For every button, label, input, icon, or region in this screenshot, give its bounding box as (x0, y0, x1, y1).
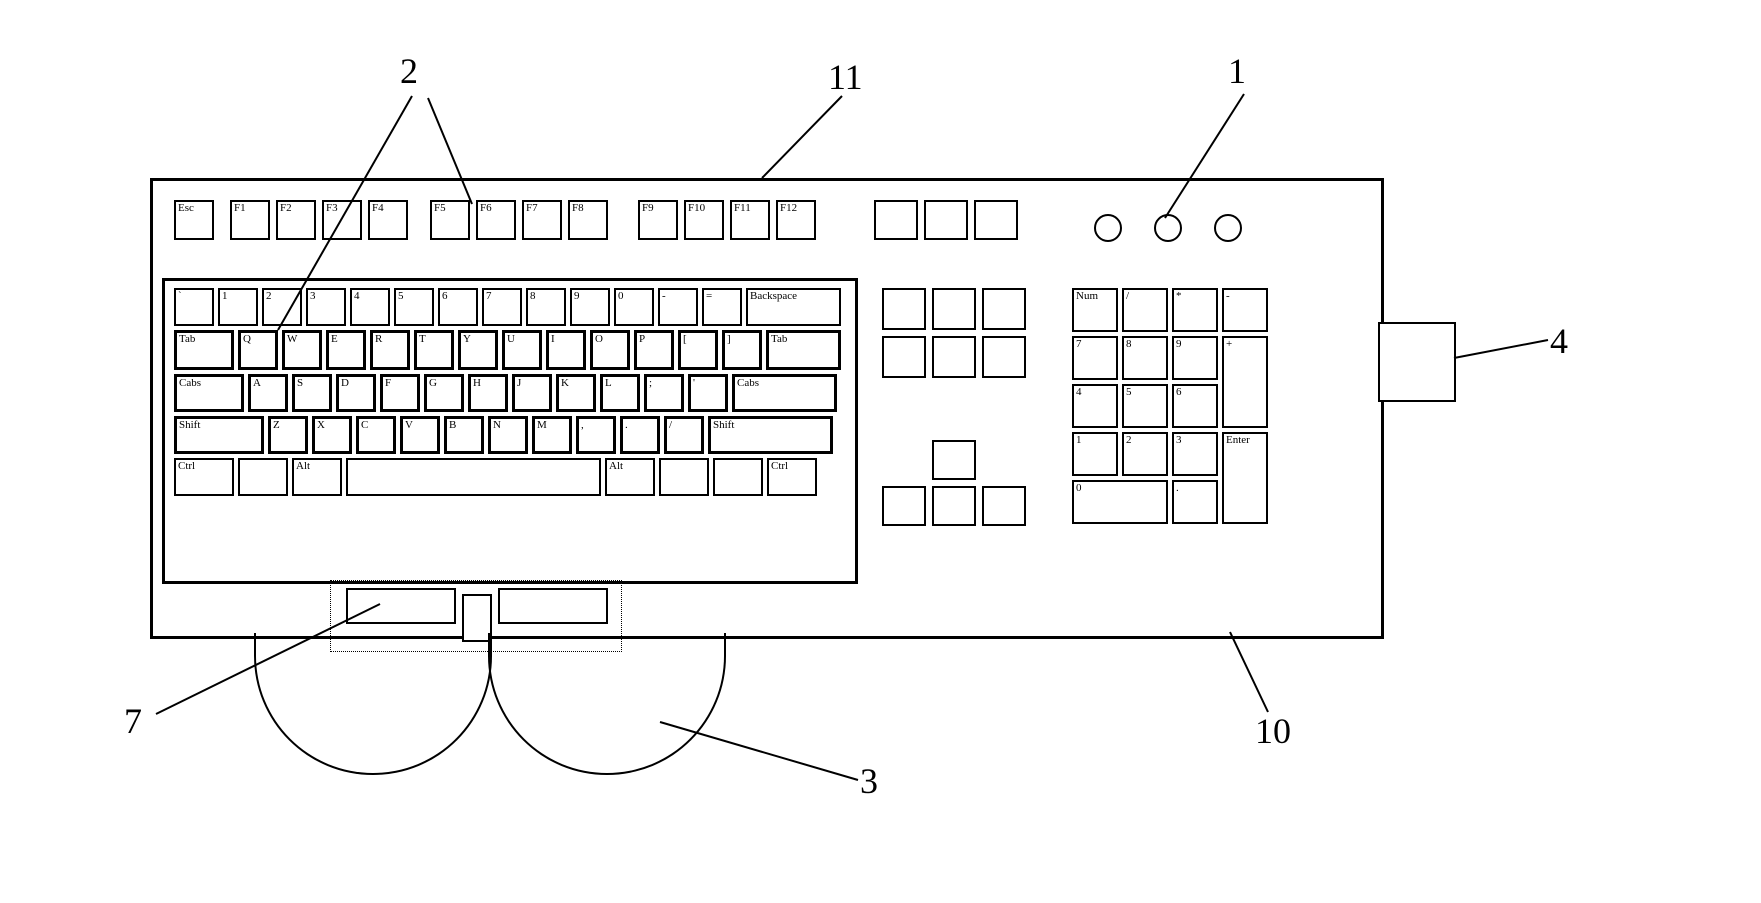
leader-line (20, 20, 1761, 883)
keyboard-diagram: EscF1F2F3F4F5F6F7F8F9F10F11F12`123456789… (20, 20, 1761, 883)
